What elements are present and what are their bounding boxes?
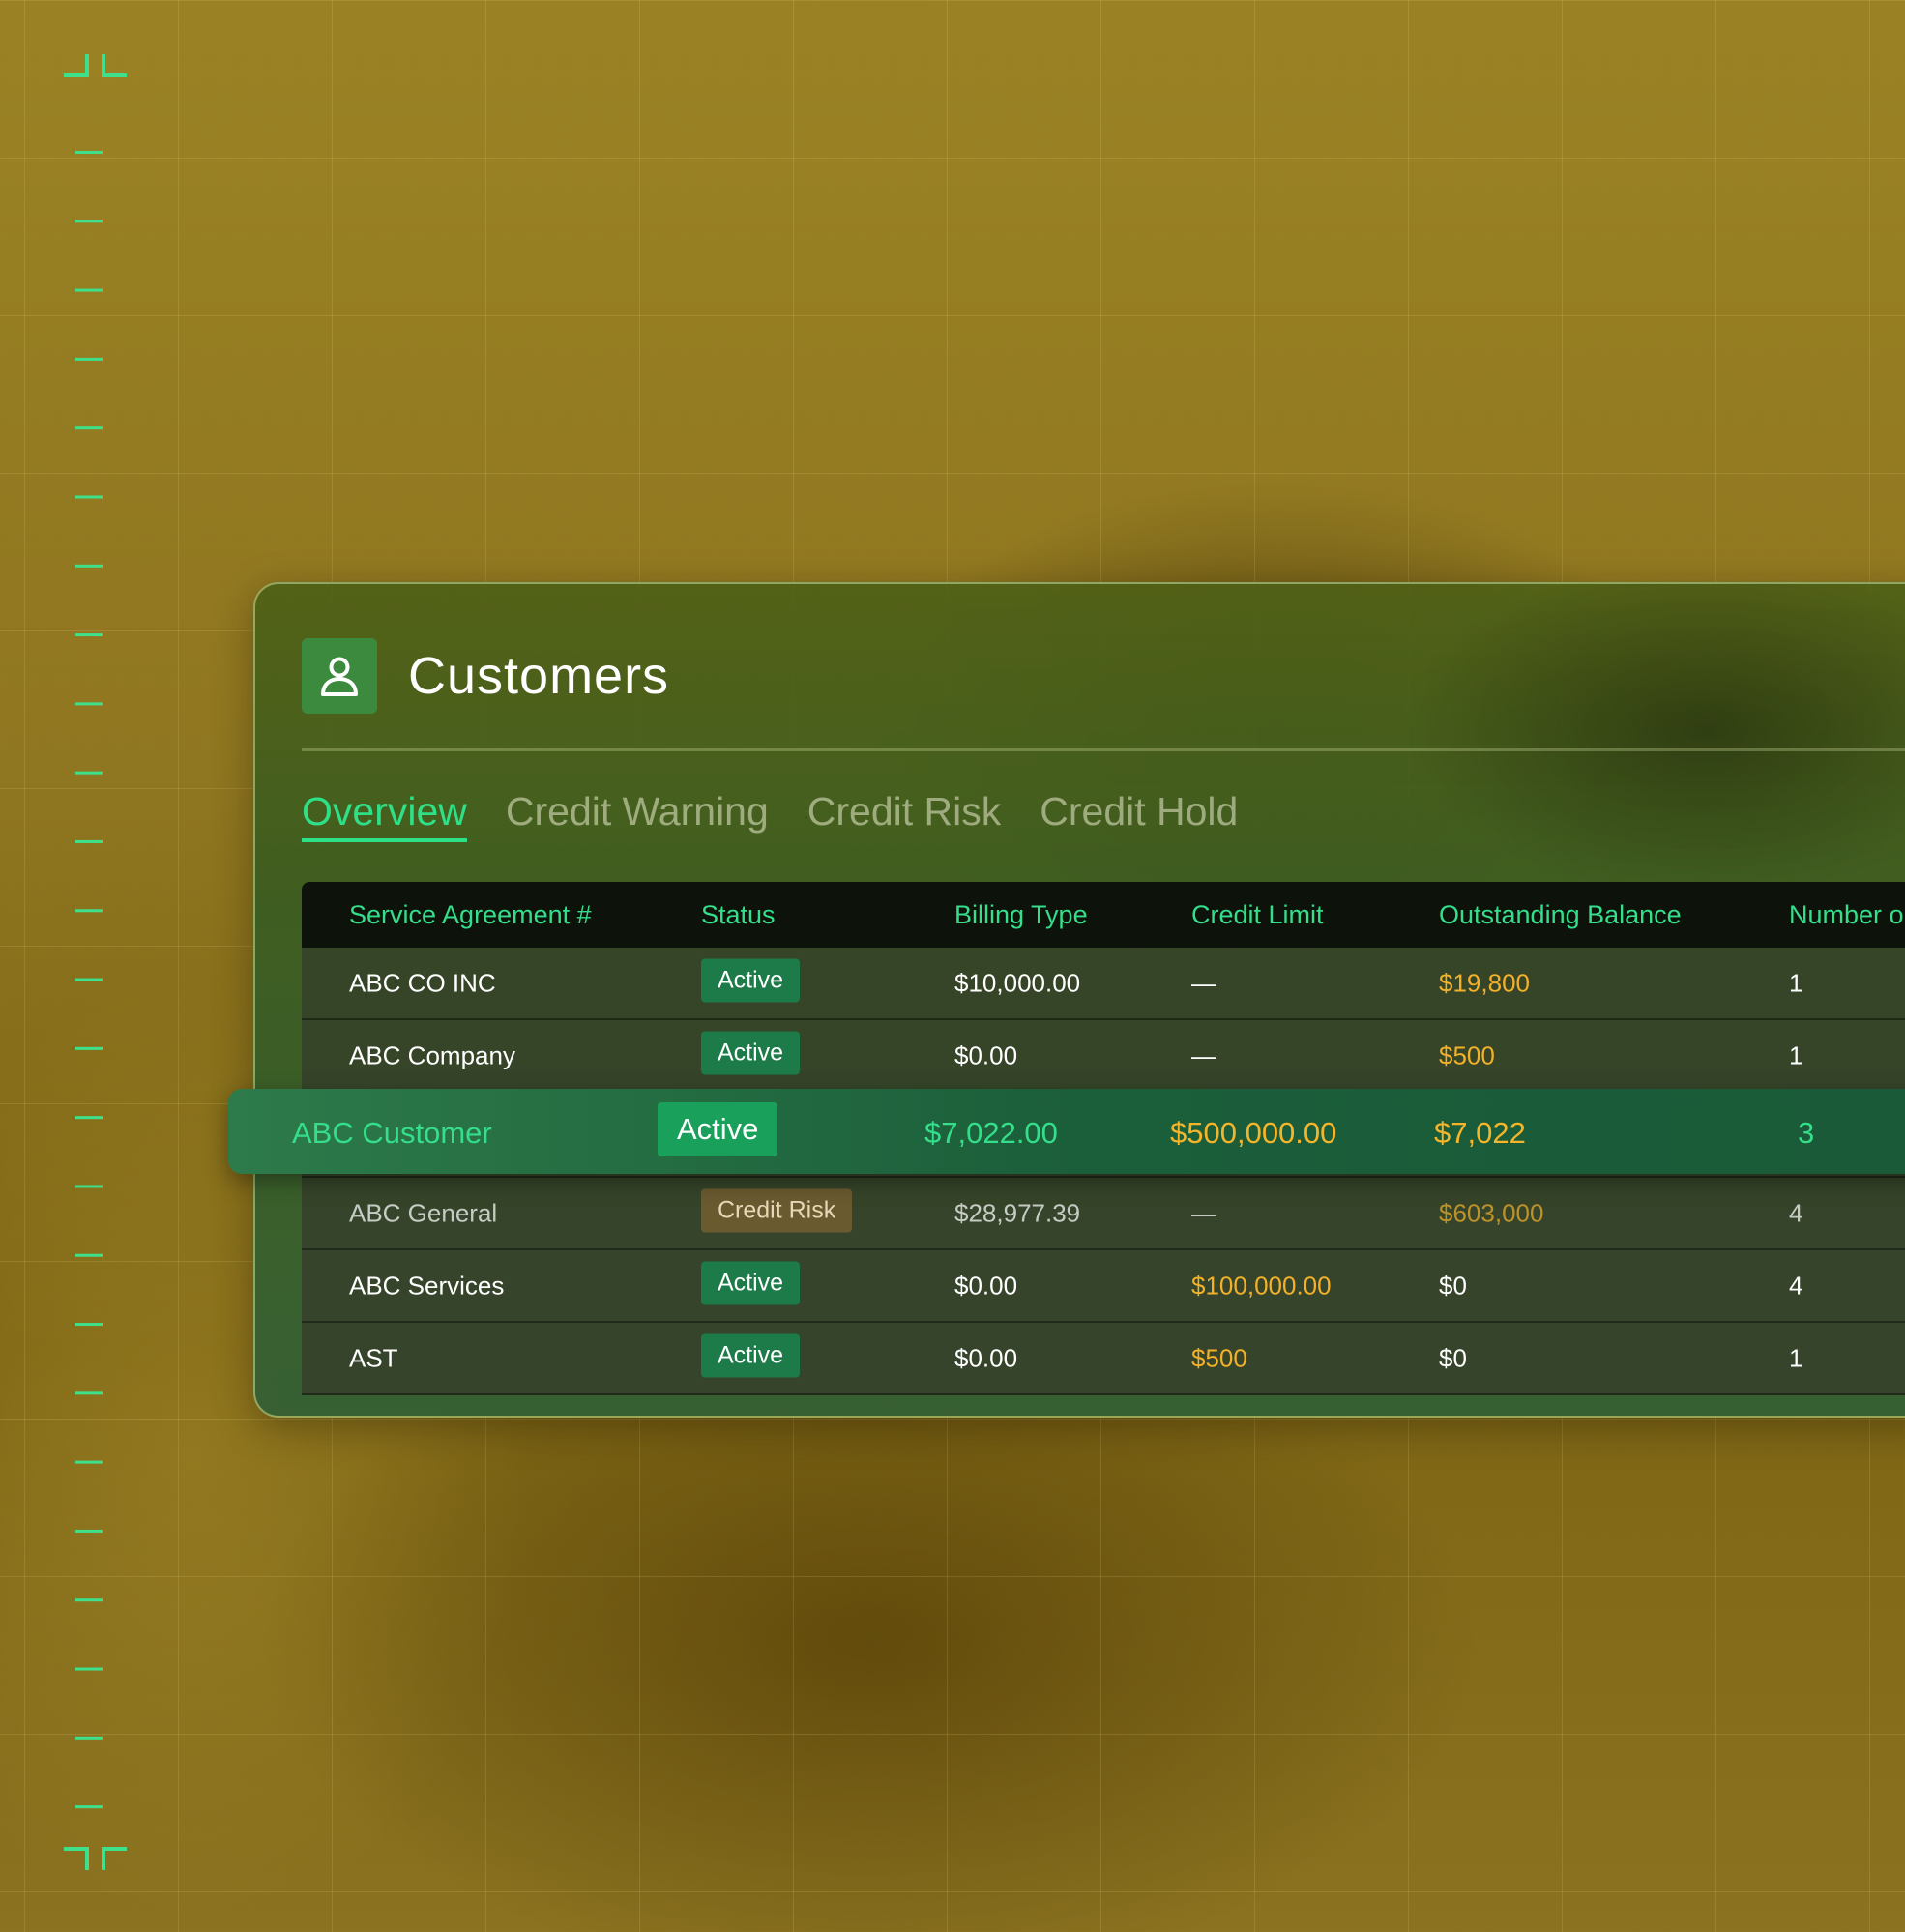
number-value: 1 xyxy=(1789,1040,1803,1069)
table-row[interactable]: ABC Company Active $0.00 — $500 1 xyxy=(302,1020,1905,1093)
panel-header: Customers xyxy=(302,638,669,714)
billing-type: $0.00 xyxy=(954,1271,1018,1300)
number-value: 1 xyxy=(1789,968,1803,997)
status-badge: Active xyxy=(701,1333,801,1377)
customers-panel: Customers Overview Credit Warning Credit… xyxy=(253,582,1905,1418)
table-row[interactable]: ABC Services Active $0.00 $100,000.00 $0… xyxy=(302,1250,1905,1323)
number-value: 1 xyxy=(1789,1343,1803,1372)
billing-type: $0.00 xyxy=(954,1040,1018,1069)
customer-name: ABC Services xyxy=(349,1271,505,1300)
status-badge: Active xyxy=(658,1102,778,1156)
credit-limit: — xyxy=(1191,1040,1216,1069)
customer-name: ABC General xyxy=(349,1198,498,1227)
tab-credit-hold[interactable]: Credit Hold xyxy=(1040,789,1239,834)
number-value: 4 xyxy=(1789,1198,1803,1227)
tab-credit-warning[interactable]: Credit Warning xyxy=(505,789,769,834)
credit-limit: $100,000.00 xyxy=(1191,1271,1332,1300)
column-header-status[interactable]: Status xyxy=(701,899,776,929)
column-header-credit-limit[interactable]: Credit Limit xyxy=(1191,899,1324,929)
crop-corner-bottom-left xyxy=(64,1847,89,1870)
table-row[interactable]: AST Active $0.00 $500 $0 1 xyxy=(302,1323,1905,1395)
outstanding-balance: $603,000 xyxy=(1439,1198,1544,1227)
column-header-billing-type[interactable]: Billing Type xyxy=(954,899,1088,929)
credit-limit: — xyxy=(1191,968,1216,997)
customer-name: ABC CO INC xyxy=(349,968,496,997)
crop-corner-top-left xyxy=(64,54,89,77)
billing-type: $7,022.00 xyxy=(924,1116,1058,1150)
status-badge: Active xyxy=(701,958,801,1002)
billing-type: $10,000.00 xyxy=(954,968,1081,997)
billing-type: $28,977.39 xyxy=(954,1198,1081,1227)
tab-credit-risk[interactable]: Credit Risk xyxy=(806,789,1002,834)
table-row[interactable]: ABC CO INC Active $10,000.00 — $19,800 1 xyxy=(302,948,1905,1020)
ruler-ticks xyxy=(75,151,103,1814)
tab-overview[interactable]: Overview xyxy=(302,789,467,842)
credit-limit: $500,000.00 xyxy=(1170,1116,1337,1150)
column-header-number[interactable]: Number o xyxy=(1789,899,1904,929)
outstanding-balance: $500 xyxy=(1439,1040,1495,1069)
customer-name: ABC Company xyxy=(349,1040,515,1069)
number-value: 4 xyxy=(1789,1271,1803,1300)
user-icon xyxy=(302,638,377,714)
tab-bar: Overview Credit Warning Credit Risk Cred… xyxy=(302,789,1276,842)
customer-name: AST xyxy=(349,1343,398,1372)
billing-type: $0.00 xyxy=(954,1343,1018,1372)
number-value: 3 xyxy=(1798,1116,1815,1150)
header-divider xyxy=(302,748,1905,751)
credit-limit: $500 xyxy=(1191,1343,1247,1372)
column-header-outstanding-balance[interactable]: Outstanding Balance xyxy=(1439,899,1682,929)
page-title: Customers xyxy=(408,647,670,705)
outstanding-balance: $19,800 xyxy=(1439,968,1530,997)
table-row-selected[interactable]: ABC Customer Active $7,022.00 $500,000.0… xyxy=(228,1089,1905,1174)
table-header: Service Agreement # Status Billing Type … xyxy=(302,882,1905,948)
column-header-service-agreement[interactable]: Service Agreement # xyxy=(349,899,592,929)
outstanding-balance: $7,022 xyxy=(1434,1116,1526,1150)
status-badge: Credit Risk xyxy=(701,1188,853,1232)
outstanding-balance: $0 xyxy=(1439,1343,1467,1372)
table-row[interactable]: ABC General Credit Risk $28,977.39 — $60… xyxy=(302,1178,1905,1250)
crop-corner-top-right xyxy=(102,54,127,77)
status-badge: Active xyxy=(701,1031,801,1074)
outstanding-balance: $0 xyxy=(1439,1271,1467,1300)
credit-limit: — xyxy=(1191,1198,1216,1227)
crop-corner-bottom-right xyxy=(102,1847,127,1870)
customer-name: ABC Customer xyxy=(292,1116,492,1150)
status-badge: Active xyxy=(701,1261,801,1304)
